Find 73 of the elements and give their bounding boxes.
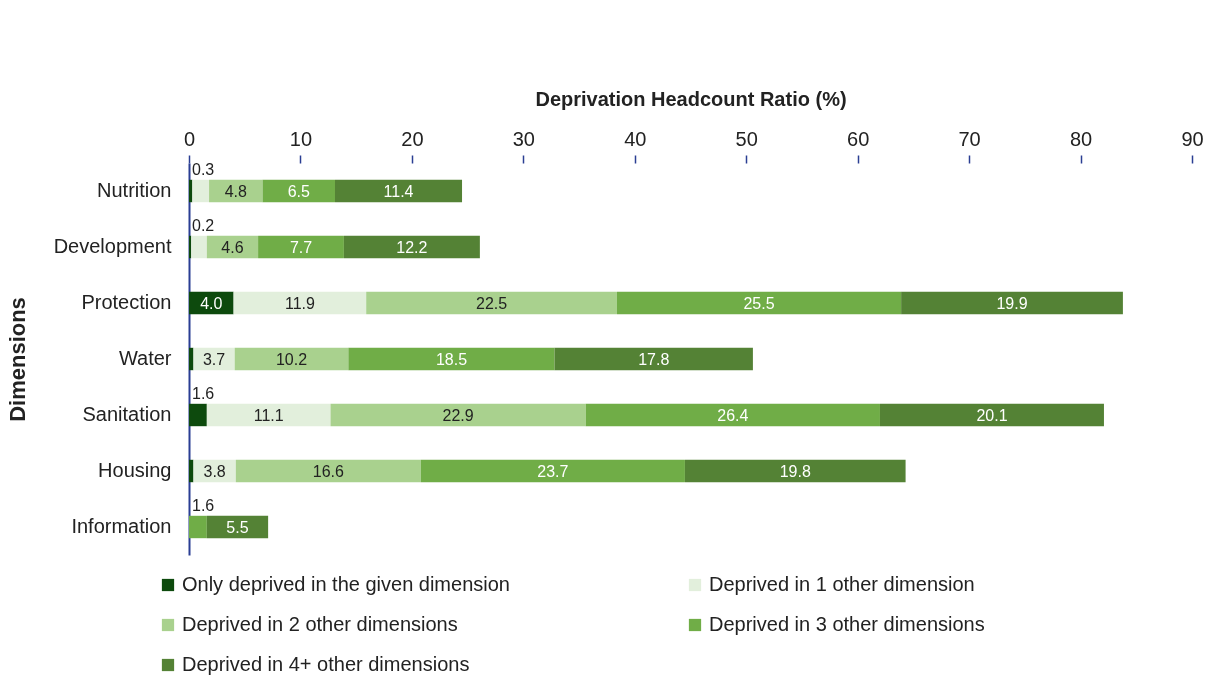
data-label: 22.9 (442, 407, 474, 424)
bar (330, 403, 586, 427)
bar (343, 235, 480, 259)
bar (879, 403, 1104, 427)
data-label: 0.3 (192, 161, 215, 178)
bar (235, 459, 421, 483)
data-label: 19.9 (996, 295, 1028, 312)
x-tick-label: 70 (958, 127, 981, 150)
data-label: 23.7 (537, 463, 569, 480)
x-tick-label: 50 (735, 127, 758, 150)
y-tick-label: Information (71, 515, 172, 537)
data-label: 12.2 (396, 239, 428, 256)
x-tick-label: 60 (847, 127, 870, 150)
bar (554, 347, 753, 371)
x-axis-title: Deprivation Headcount Ratio (%) (535, 87, 847, 110)
x-tick-label: 30 (512, 127, 535, 150)
data-label: 4.0 (200, 295, 223, 312)
bar (234, 347, 349, 371)
data-label: 3.7 (202, 351, 226, 368)
y-axis-title: Dimensions (4, 297, 30, 422)
x-tick-label: 80 (1069, 127, 1093, 150)
x-tick-label: 0 (183, 127, 196, 150)
data-label: 0.2 (192, 217, 215, 234)
data-label: 6.5 (287, 183, 310, 200)
data-label: 4.6 (221, 239, 244, 256)
data-label: 7.7 (289, 239, 313, 256)
x-tick-label: 90 (1181, 127, 1204, 150)
legend-label: Deprived in 1 other dimension (709, 573, 975, 595)
y-tick-label: Sanitation (82, 403, 172, 425)
data-label: 20.1 (976, 407, 1008, 424)
data-label: 4.8 (224, 183, 248, 200)
y-tick-label: Development (53, 235, 172, 257)
data-label: 5.5 (226, 519, 249, 536)
legend-label: Deprived in 3 other dimensions (709, 613, 985, 635)
bar (189, 515, 207, 539)
data-label: 26.4 (717, 407, 749, 424)
x-tick-label: 40 (624, 127, 647, 150)
bar (192, 179, 210, 203)
x-tick-label: 10 (289, 127, 313, 150)
bar (616, 291, 902, 315)
legend-label: Only deprived in the given dimension (182, 573, 510, 595)
data-label: 22.5 (476, 295, 508, 312)
legend-label: Deprived in 2 other dimensions (182, 613, 458, 635)
bar (189, 403, 207, 427)
bar (684, 459, 906, 483)
data-label: 11.4 (383, 183, 414, 200)
bar (420, 459, 685, 483)
data-label: 18.5 (435, 351, 468, 368)
y-tick-label: Housing (98, 459, 172, 481)
bar (901, 291, 1123, 315)
data-label: 25.5 (743, 295, 775, 312)
legend-label: Deprived in 4+ other dimensions (182, 653, 470, 675)
data-label: 11.1 (253, 407, 284, 424)
data-label: 17.8 (638, 351, 670, 368)
bar (233, 291, 367, 315)
bar (348, 347, 555, 371)
y-tick-label: Water (118, 347, 172, 369)
data-label: 16.6 (312, 463, 344, 480)
data-label: 3.8 (203, 463, 226, 480)
bar (191, 235, 207, 259)
data-label: 1.6 (192, 385, 215, 402)
bar (334, 179, 463, 203)
bar (585, 403, 880, 427)
y-tick-label: Protection (81, 291, 172, 313)
data-label: 11.9 (284, 295, 315, 312)
data-label: 10.2 (275, 351, 308, 368)
data-label: 19.8 (779, 463, 811, 480)
bar (366, 291, 617, 315)
bar (258, 235, 344, 259)
y-tick-label: Nutrition (97, 179, 172, 201)
bar (206, 403, 331, 427)
data-label: 1.6 (192, 497, 215, 514)
x-tick-label: 20 (401, 127, 424, 150)
